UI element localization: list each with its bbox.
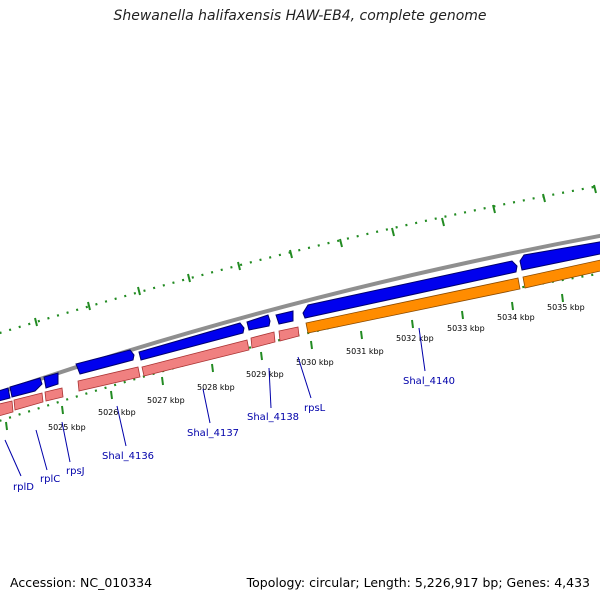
gene-label: Shal_4138 — [247, 412, 299, 423]
gene-bar — [13, 392, 44, 411]
cds-arrow — [0, 387, 11, 402]
cds-arrow — [9, 377, 43, 398]
scale-label: 5035 kbp — [547, 303, 585, 312]
cds-arrow — [519, 241, 600, 271]
gene-label: rpsJ — [66, 466, 85, 477]
gene-label: Shal_4137 — [187, 428, 239, 439]
gene-bar — [141, 339, 250, 377]
gene-labels: rplD rplC rpsJ Shal_4136 Shal_4137 Shal_… — [13, 376, 455, 493]
scale-label: 5027 kbp — [147, 396, 185, 405]
orange-bar — [305, 277, 521, 334]
scale-label: 5029 kbp — [246, 370, 284, 379]
orange-bar — [522, 259, 600, 289]
scale-label: 5028 kbp — [197, 383, 235, 392]
cds-track — [0, 241, 600, 402]
cds-arrow — [43, 372, 59, 389]
gene-label: rplC — [40, 474, 60, 485]
cds-arrow — [275, 310, 294, 325]
leader-lines — [4, 327, 426, 477]
orange-track — [305, 259, 600, 334]
outer-major-ticks — [34, 184, 597, 327]
scale-label: 5026 kbp — [98, 408, 136, 417]
map-title: Shewanella halifaxensis HAW-EB4, complet… — [113, 8, 487, 24]
scale-label: 5025 kbp — [48, 423, 86, 432]
gene-label: Shal_4140 — [403, 376, 455, 387]
genome-backbone — [0, 233, 600, 395]
scale-label: 5030 kbp — [296, 358, 334, 367]
gene-bar — [0, 400, 14, 417]
scale-label: 5034 kbp — [497, 313, 535, 322]
gene-label: rplD — [13, 482, 34, 493]
gene-bar — [250, 331, 276, 349]
inner-tick-track — [0, 272, 600, 422]
scale-label: 5032 kbp — [396, 334, 434, 343]
gene-bar — [77, 366, 141, 392]
gene-label: Shal_4136 — [102, 451, 154, 462]
gene-bar — [44, 387, 64, 402]
accession-text: Accession: NC_010334 — [10, 575, 153, 590]
gene-track — [0, 326, 300, 417]
gene-label: rpsL — [304, 403, 326, 414]
scale-label: 5031 kbp — [346, 347, 384, 356]
gene-bar — [278, 326, 300, 342]
cds-arrow — [138, 322, 245, 361]
cds-arrow — [75, 349, 135, 375]
scale-label: 5033 kbp — [447, 324, 485, 333]
cds-arrow — [246, 314, 271, 331]
scale-labels: 5025 kbp 5026 kbp 5027 kbp 5028 kbp 5029… — [48, 303, 585, 432]
cds-arrow — [302, 260, 518, 319]
inner-major-ticks — [5, 293, 564, 431]
topology-text: Topology: circular; Length: 5,226,917 bp… — [246, 575, 590, 590]
outer-tick-track — [0, 184, 600, 335]
